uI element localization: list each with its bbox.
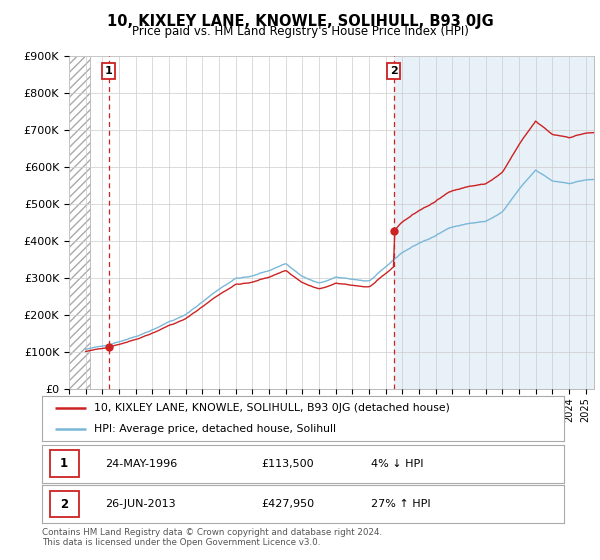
Text: 26-JUN-2013: 26-JUN-2013 [104, 499, 175, 509]
FancyBboxPatch shape [50, 491, 79, 517]
Bar [394, 56, 594, 389]
Text: 10, KIXLEY LANE, KNOWLE, SOLIHULL, B93 0JG (detached house): 10, KIXLEY LANE, KNOWLE, SOLIHULL, B93 0… [94, 403, 450, 413]
Text: £113,500: £113,500 [261, 459, 314, 469]
Text: Price paid vs. HM Land Registry's House Price Index (HPI): Price paid vs. HM Land Registry's House … [131, 25, 469, 38]
Text: 1: 1 [105, 66, 113, 76]
Text: £427,950: £427,950 [261, 499, 314, 509]
Text: Contains HM Land Registry data © Crown copyright and database right 2024.
This d: Contains HM Land Registry data © Crown c… [42, 528, 382, 547]
Text: 1: 1 [60, 457, 68, 470]
Text: HPI: Average price, detached house, Solihull: HPI: Average price, detached house, Soli… [94, 423, 336, 433]
Text: 4% ↓ HPI: 4% ↓ HPI [371, 459, 424, 469]
Text: 10, KIXLEY LANE, KNOWLE, SOLIHULL, B93 0JG: 10, KIXLEY LANE, KNOWLE, SOLIHULL, B93 0… [107, 14, 493, 29]
Text: 27% ↑ HPI: 27% ↑ HPI [371, 499, 430, 509]
Bar [69, 56, 90, 389]
Text: 24-MAY-1996: 24-MAY-1996 [104, 459, 177, 469]
FancyBboxPatch shape [50, 450, 79, 477]
Text: 2: 2 [60, 497, 68, 511]
Text: 2: 2 [390, 66, 398, 76]
